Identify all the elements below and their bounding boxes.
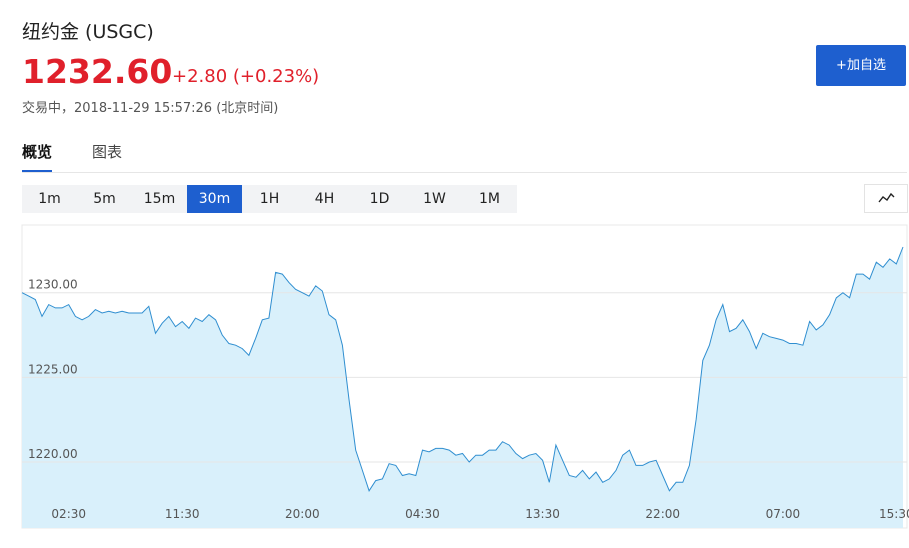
x-tick-label: 04:30 [405,507,440,521]
interval-selector: 1m 5m 15m 30m 1H 4H 1D 1W 1M [22,185,517,213]
price-change: +2.80 (+0.23%) [172,66,320,87]
interval-button[interactable]: 1H [259,191,280,207]
price: 1232.60 [22,52,173,91]
y-tick-label: 1230.00 [28,278,78,292]
interval-button[interactable]: 1W [423,191,446,207]
x-tick-label: 20:00 [285,507,320,521]
tabs: 概览 图表 [22,141,122,173]
tab[interactable]: 图表 [92,143,123,161]
title: 纽约金 (USGC) [22,21,154,43]
interval-button[interactable]: 15m [143,191,176,207]
x-tick-label: 02:30 [51,507,86,521]
interval-button[interactable]: 30m [187,185,242,213]
x-tick-label: 22:00 [645,507,680,521]
tab[interactable]: 概览 [22,141,53,173]
add-watchlist-button[interactable]: +加自选 [816,45,906,86]
interval-button[interactable]: 1M [479,191,500,207]
x-tick-label: 13:30 [525,507,560,521]
y-tick-label: 1220.00 [28,447,78,461]
status: 交易中，2018-11-29 15:57:26 (北京时间) [22,101,279,116]
icon [878,192,895,203]
divider [22,172,907,173]
x-tick-label: 11:30 [165,507,200,521]
interval-button[interactable]: 4H [314,191,335,207]
price-line [21,246,904,492]
interval-button[interactable]: 1m [38,191,61,207]
area-fill [22,247,903,528]
interval-button[interactable]: 1D [369,191,390,207]
interval-button[interactable]: 5m [93,191,116,207]
x-tick-label: 15:30 [879,507,909,521]
chart-type-button[interactable] [864,184,908,213]
x-tick-label: 07:00 [766,507,801,521]
y-tick-label: 1225.00 [28,362,78,376]
